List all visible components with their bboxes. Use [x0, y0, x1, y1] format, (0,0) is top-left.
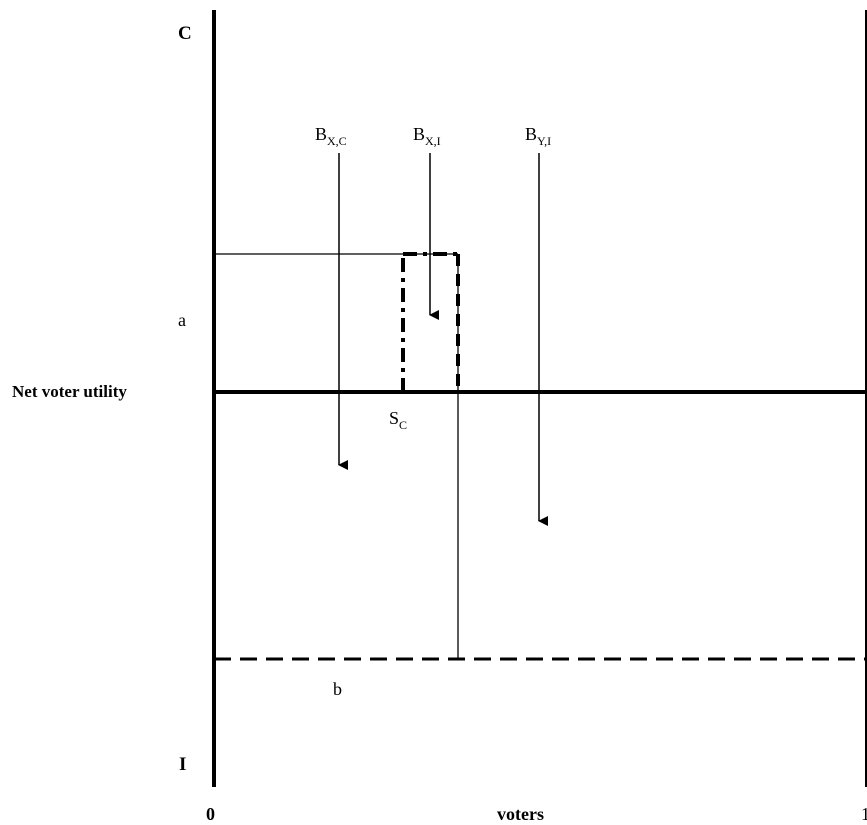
b-label: b: [333, 679, 342, 699]
right-end-label: 1: [861, 804, 867, 824]
sc-label: SC: [389, 408, 407, 432]
byi-label: BY,I: [525, 124, 551, 148]
origin-label: 0: [206, 804, 215, 824]
bxi-label: BX,I: [413, 124, 441, 148]
top-axis-label: C: [178, 23, 192, 44]
bottom-axis-label: I: [179, 754, 186, 775]
a-label: a: [178, 310, 186, 330]
bxc-label: BX,C: [315, 124, 347, 148]
x-axis-label: voters: [497, 804, 544, 824]
y-axis-label: Net voter utility: [12, 382, 127, 401]
